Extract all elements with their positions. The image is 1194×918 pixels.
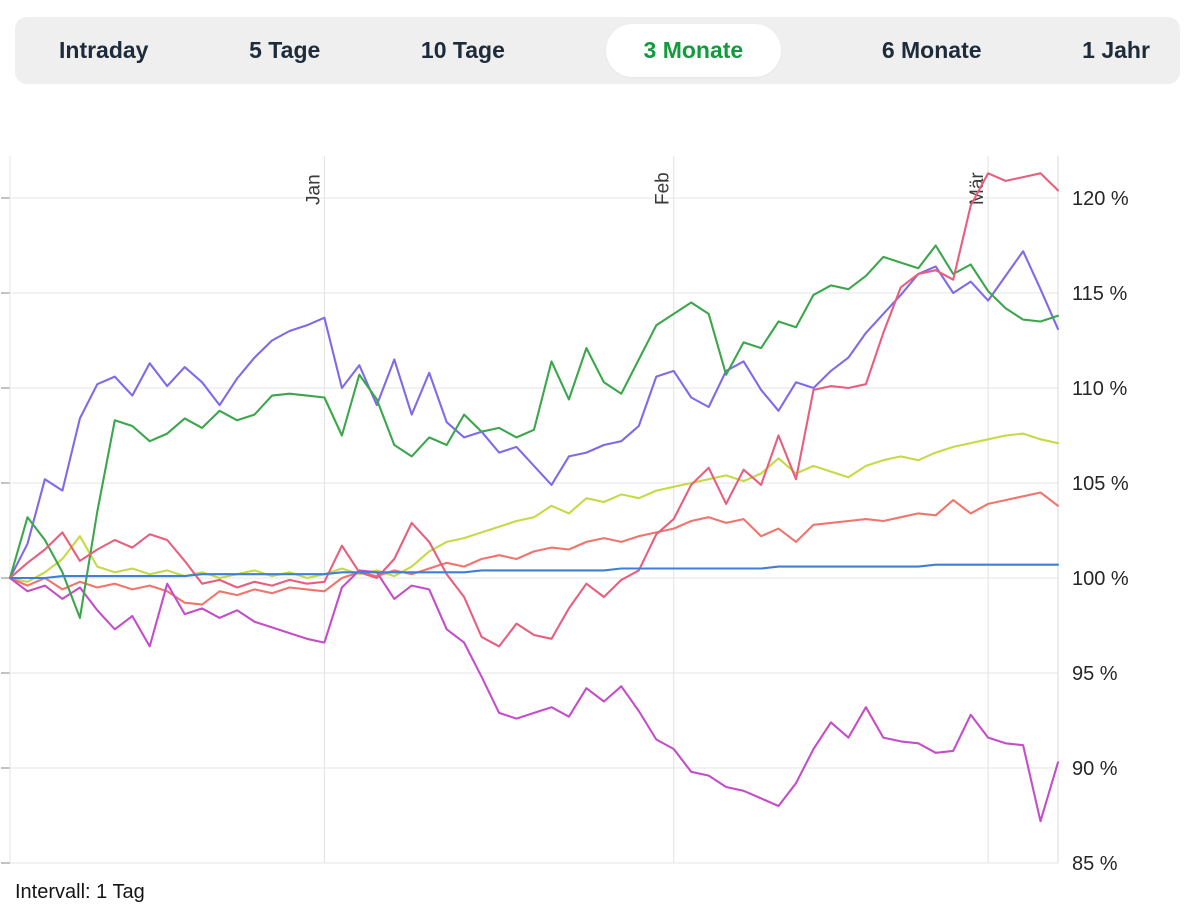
interval-note: Intervall: 1 Tag [15,881,145,903]
series-line-yellow-green [8,432,1060,583]
series-line-rose [8,172,1060,648]
series-line-blue [8,563,1060,580]
series-line-green [8,244,1060,619]
tab-intraday[interactable]: Intraday [59,25,148,76]
y-axis-labels: 120 % 115 % 110 % 105 % 100 % 95 % 90 % 85 % [1072,188,1129,875]
tab-3-monate[interactable]: 3 Monate [605,24,782,77]
gridlines [1,156,1059,864]
y-axis-label: 100 % [1072,568,1129,590]
x-axis-month-labels: Jan Feb Mär [303,156,989,863]
y-axis-label: 85 % [1072,853,1118,875]
y-axis-label: 120 % [1072,188,1129,210]
period-tabbar: Intraday 5 Tage 10 Tage 3 Monate 6 Monate 1 J… [15,17,1180,84]
series-line-salmon [8,491,1060,606]
tab-5-tage[interactable]: 5 Tage [249,25,320,76]
month-label: Jan [303,174,324,205]
series-lines [8,172,1060,823]
month-label: Mär [967,172,988,205]
y-axis-label: 90 % [1072,758,1118,780]
month-label: Feb [653,172,674,205]
y-axis-label: 105 % [1072,473,1129,495]
series-line-magenta [8,569,1060,823]
y-axis-label: 115 % [1072,283,1127,305]
tab-10-tage[interactable]: 10 Tage [421,25,505,76]
chart-area: Jan Feb Mär 120 % 115 % 110 % 105 % 100 % 95 % 90… [0,84,1194,918]
series-line-purple [8,250,1060,580]
tab-1-jahr[interactable]: 1 Jahr [1082,25,1150,76]
y-axis-label: 95 % [1072,663,1118,685]
y-axis-label: 110 % [1072,378,1127,400]
performance-comparison-chart[interactable]: Jan Feb Mär 120 % 115 % 110 % 105 % 100 % 95 % 90… [0,84,1194,918]
tab-6-monate[interactable]: 6 Monate [882,25,982,76]
